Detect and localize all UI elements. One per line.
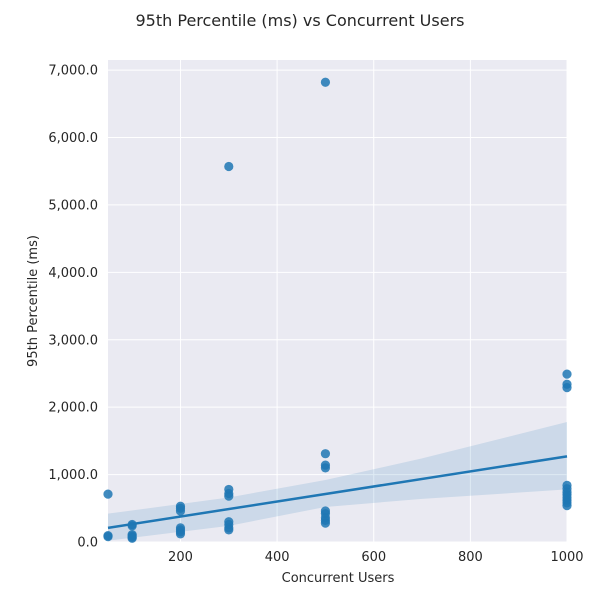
y-tick-label: 0.0 — [77, 536, 98, 551]
x-tick-label: 800 — [458, 550, 483, 565]
chart-title: 95th Percentile (ms) vs Concurrent Users — [136, 11, 465, 30]
scatter-point — [224, 525, 234, 535]
scatter-point — [320, 518, 331, 528]
y-tick-label: 6,000.0 — [48, 131, 98, 146]
x-tick-label: 600 — [361, 550, 386, 565]
y-tick-label: 5,000.0 — [48, 198, 98, 213]
regression-line-layer — [107, 455, 568, 530]
x-axis-ticks: 200 400 600 800 1000 — [168, 550, 583, 565]
y-tick-label: 2,000.0 — [48, 401, 98, 416]
x-axis-label: Concurrent Users — [282, 571, 395, 586]
scatter-point — [320, 77, 331, 87]
grid-lines — [108, 60, 568, 543]
x-tick-label: 1000 — [550, 550, 583, 565]
scatter-point — [562, 369, 572, 379]
plot-area — [108, 60, 567, 542]
scatter-point — [562, 383, 572, 393]
y-axis-ticks: 0.0 1,000.0 2,000.0 3,000.0 4,000.0 5,000.0 6,… — [48, 64, 98, 551]
x-tick-label: 200 — [168, 550, 193, 565]
scatter-point — [320, 463, 331, 473]
x-tick-label: 400 — [265, 550, 290, 565]
regression-line — [107, 455, 568, 530]
scatter-point — [224, 491, 234, 501]
scatter-point — [103, 489, 113, 499]
scatter-point — [175, 506, 186, 516]
scatter-point — [127, 533, 137, 543]
y-tick-label: 3,000.0 — [48, 333, 98, 348]
scatter-point — [175, 529, 186, 539]
y-tick-label: 7,000.0 — [48, 64, 98, 79]
scatter-point — [562, 500, 572, 511]
scatter-point — [224, 161, 234, 172]
scatter-point — [103, 532, 113, 542]
scatter-point — [320, 449, 331, 459]
y-tick-label: 4,000.0 — [48, 266, 98, 281]
y-tick-label: 1,000.0 — [48, 468, 98, 483]
y-axis-label: 95th Percentile (ms) — [26, 235, 41, 367]
